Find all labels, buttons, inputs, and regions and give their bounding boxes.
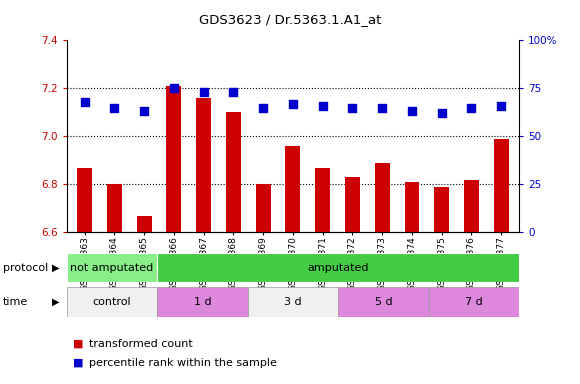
- Point: [437, 110, 447, 116]
- Text: 3 d: 3 d: [284, 297, 302, 307]
- Bar: [107, 184, 122, 232]
- Bar: [315, 167, 330, 232]
- Text: time: time: [3, 297, 28, 307]
- Bar: [345, 177, 360, 232]
- Text: not amputated: not amputated: [70, 263, 154, 273]
- Point: [378, 104, 387, 111]
- Point: [199, 89, 208, 95]
- Point: [318, 103, 327, 109]
- Point: [139, 108, 148, 114]
- Bar: [434, 187, 449, 232]
- Point: [407, 108, 416, 114]
- Text: 1 d: 1 d: [194, 297, 211, 307]
- Bar: [226, 113, 241, 232]
- Text: percentile rank within the sample: percentile rank within the sample: [89, 358, 277, 368]
- Bar: [77, 167, 92, 232]
- Text: 7 d: 7 d: [465, 297, 483, 307]
- Text: 5 d: 5 d: [375, 297, 392, 307]
- Text: GDS3623 / Dr.5363.1.A1_at: GDS3623 / Dr.5363.1.A1_at: [199, 13, 381, 26]
- Text: ▶: ▶: [52, 297, 60, 307]
- Text: ■: ■: [72, 339, 83, 349]
- Bar: [338, 287, 429, 317]
- Bar: [67, 287, 157, 317]
- Bar: [157, 287, 248, 317]
- Point: [80, 99, 89, 105]
- Bar: [67, 253, 157, 282]
- Point: [496, 103, 506, 109]
- Bar: [285, 146, 300, 232]
- Point: [467, 104, 476, 111]
- Bar: [429, 287, 519, 317]
- Bar: [404, 182, 419, 232]
- Bar: [137, 215, 151, 232]
- Point: [229, 89, 238, 95]
- Point: [259, 104, 268, 111]
- Text: amputated: amputated: [307, 263, 369, 273]
- Bar: [375, 163, 390, 232]
- Text: protocol: protocol: [3, 263, 48, 273]
- Text: transformed count: transformed count: [89, 339, 193, 349]
- Text: ▶: ▶: [52, 263, 60, 273]
- Bar: [256, 184, 271, 232]
- Text: ■: ■: [72, 358, 83, 368]
- Bar: [157, 253, 519, 282]
- Text: control: control: [93, 297, 131, 307]
- Bar: [196, 98, 211, 232]
- Bar: [494, 139, 509, 232]
- Point: [288, 101, 298, 107]
- Point: [169, 85, 179, 91]
- Bar: [248, 287, 338, 317]
- Point: [110, 104, 119, 111]
- Bar: [464, 180, 479, 232]
- Bar: [166, 86, 182, 232]
- Point: [348, 104, 357, 111]
